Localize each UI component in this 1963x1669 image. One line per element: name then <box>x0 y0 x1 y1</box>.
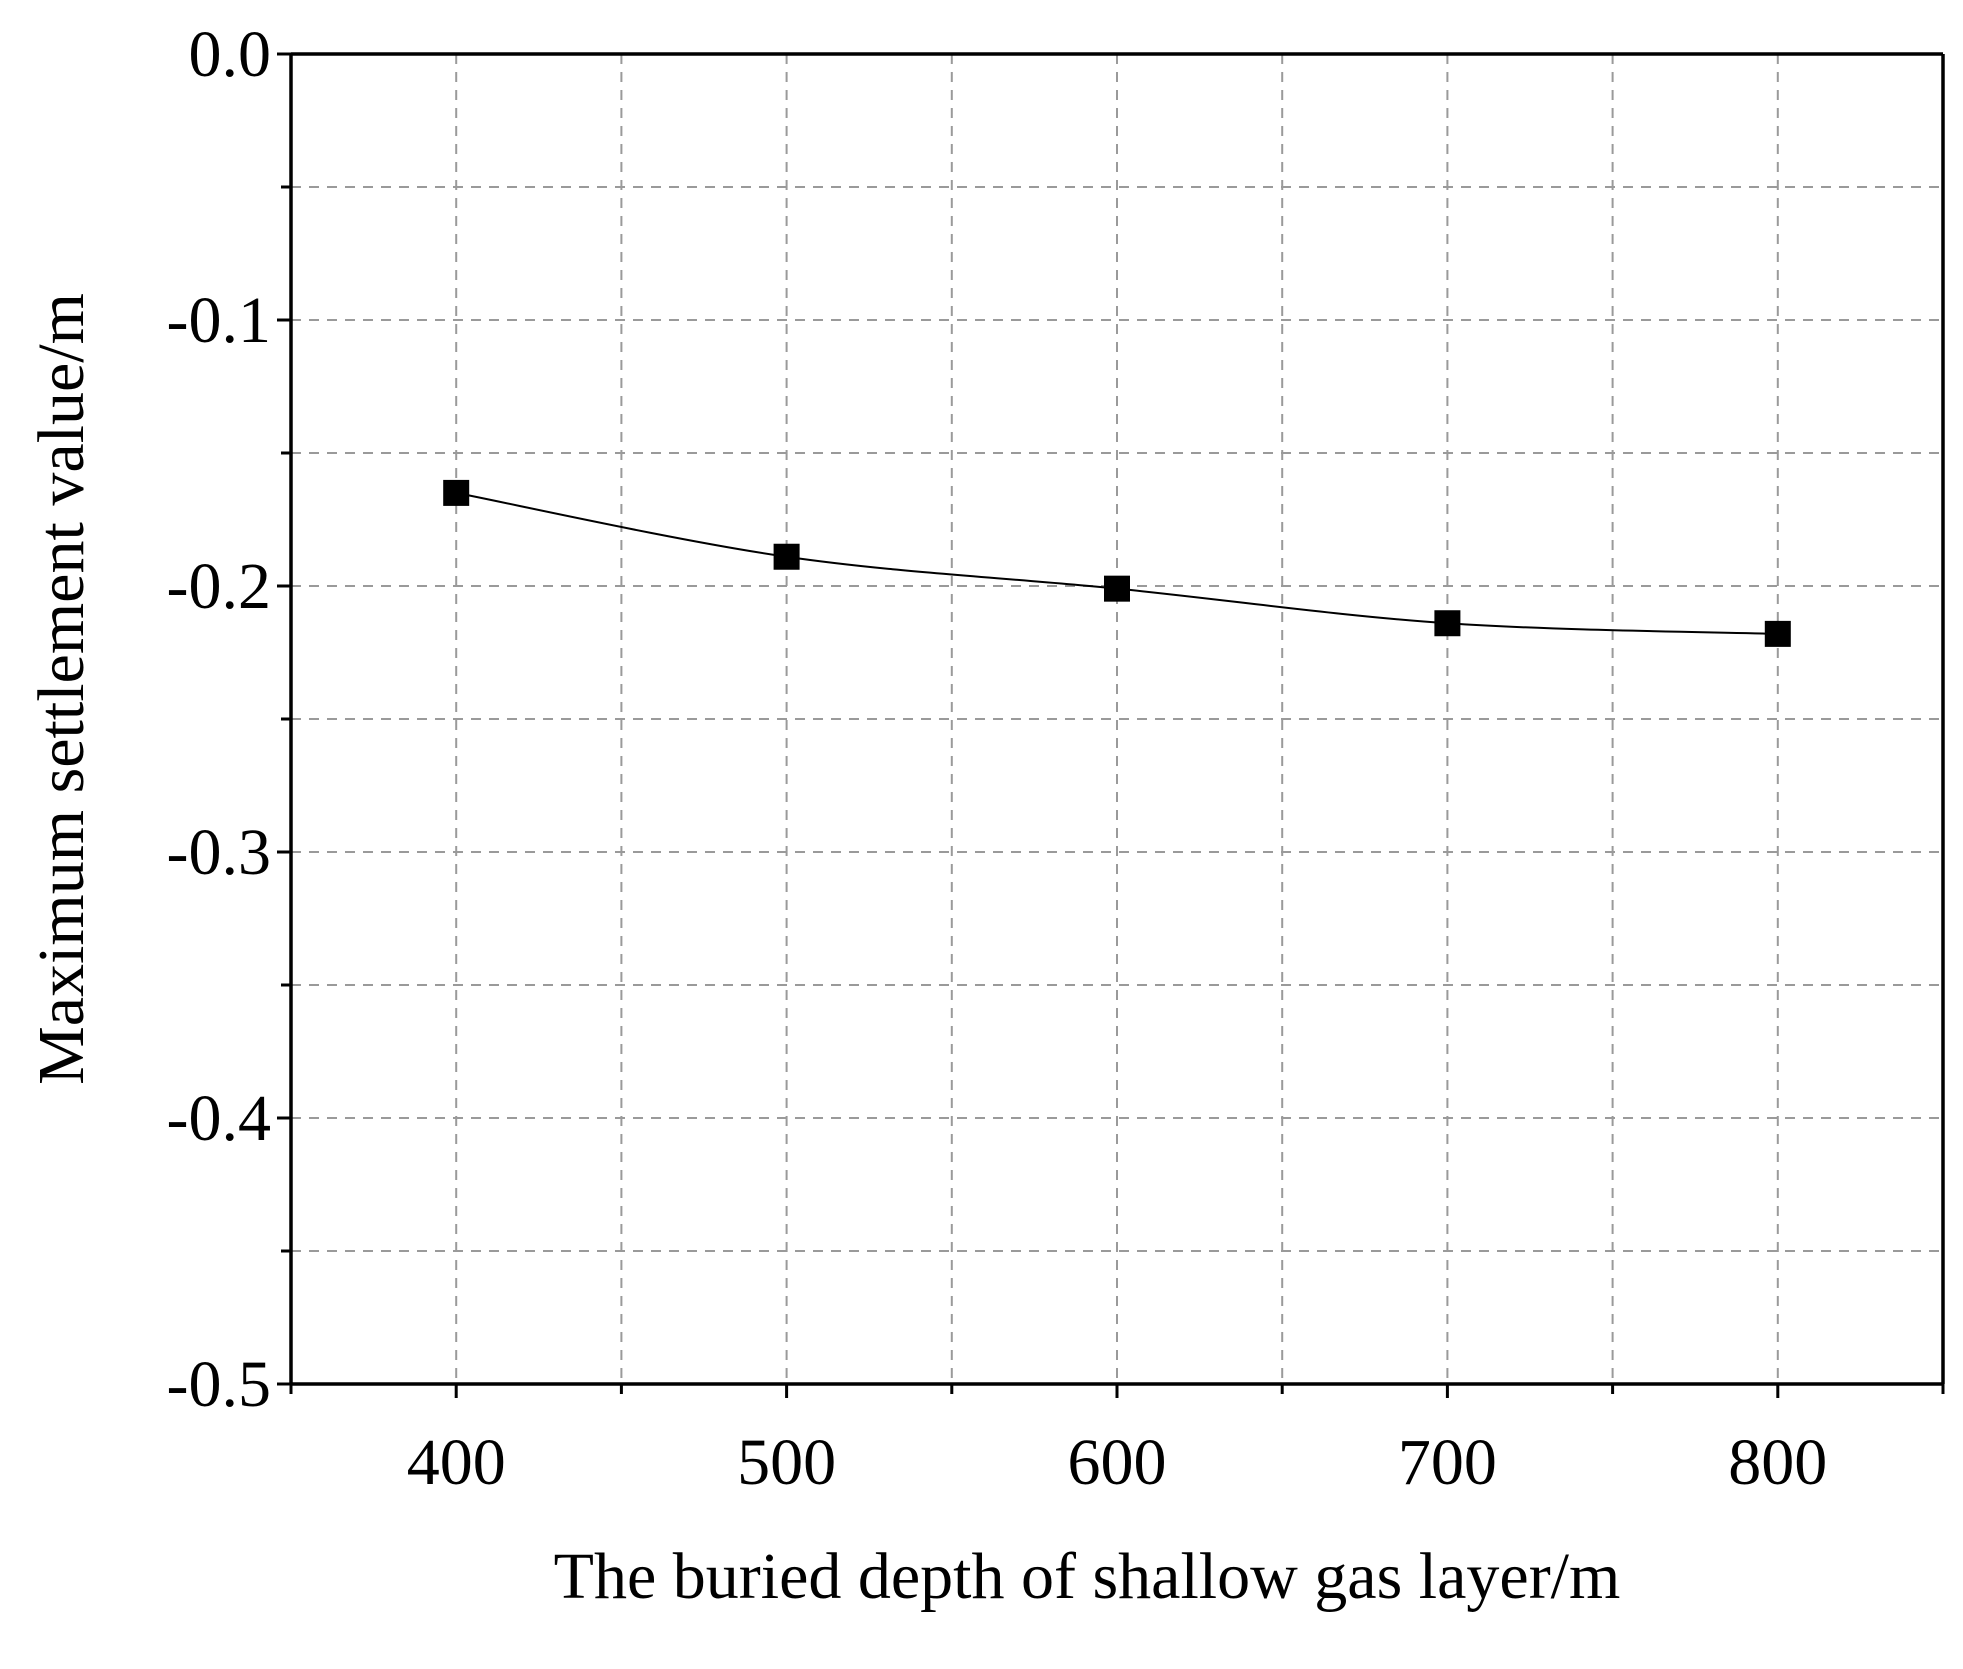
grid <box>291 54 1943 1384</box>
x-tick-label: 600 <box>1068 1426 1167 1499</box>
data-point-marker <box>773 543 800 570</box>
x-tick-label: 700 <box>1398 1426 1497 1499</box>
x-tick-label: 800 <box>1728 1426 1827 1499</box>
y-tick-label: -0.2 <box>167 550 271 623</box>
y-tick-label: -0.5 <box>167 1348 271 1421</box>
y-tick-label: 0.0 <box>189 18 272 91</box>
series <box>443 479 1791 647</box>
x-tick-label: 400 <box>407 1426 506 1499</box>
axis-ticks: 400 500 600 700 800 0.0 -0.1 -0.2 -0.3 -0.4 -0.5 <box>167 18 1945 1499</box>
data-point-marker <box>443 479 470 506</box>
data-point-marker <box>1434 610 1461 637</box>
x-tick-label: 500 <box>737 1426 836 1499</box>
data-point-marker <box>1104 575 1130 602</box>
x-axis-title: The buried depth of shallow gas layer/m <box>554 1540 1621 1613</box>
y-tick-label: -0.4 <box>167 1082 271 1155</box>
y-tick-label: -0.1 <box>167 284 271 357</box>
y-axis-title: Maximum settlement value/m <box>25 293 98 1085</box>
data-point-marker <box>1764 620 1791 647</box>
axes <box>289 52 1945 1386</box>
y-tick-label: -0.3 <box>167 816 271 889</box>
